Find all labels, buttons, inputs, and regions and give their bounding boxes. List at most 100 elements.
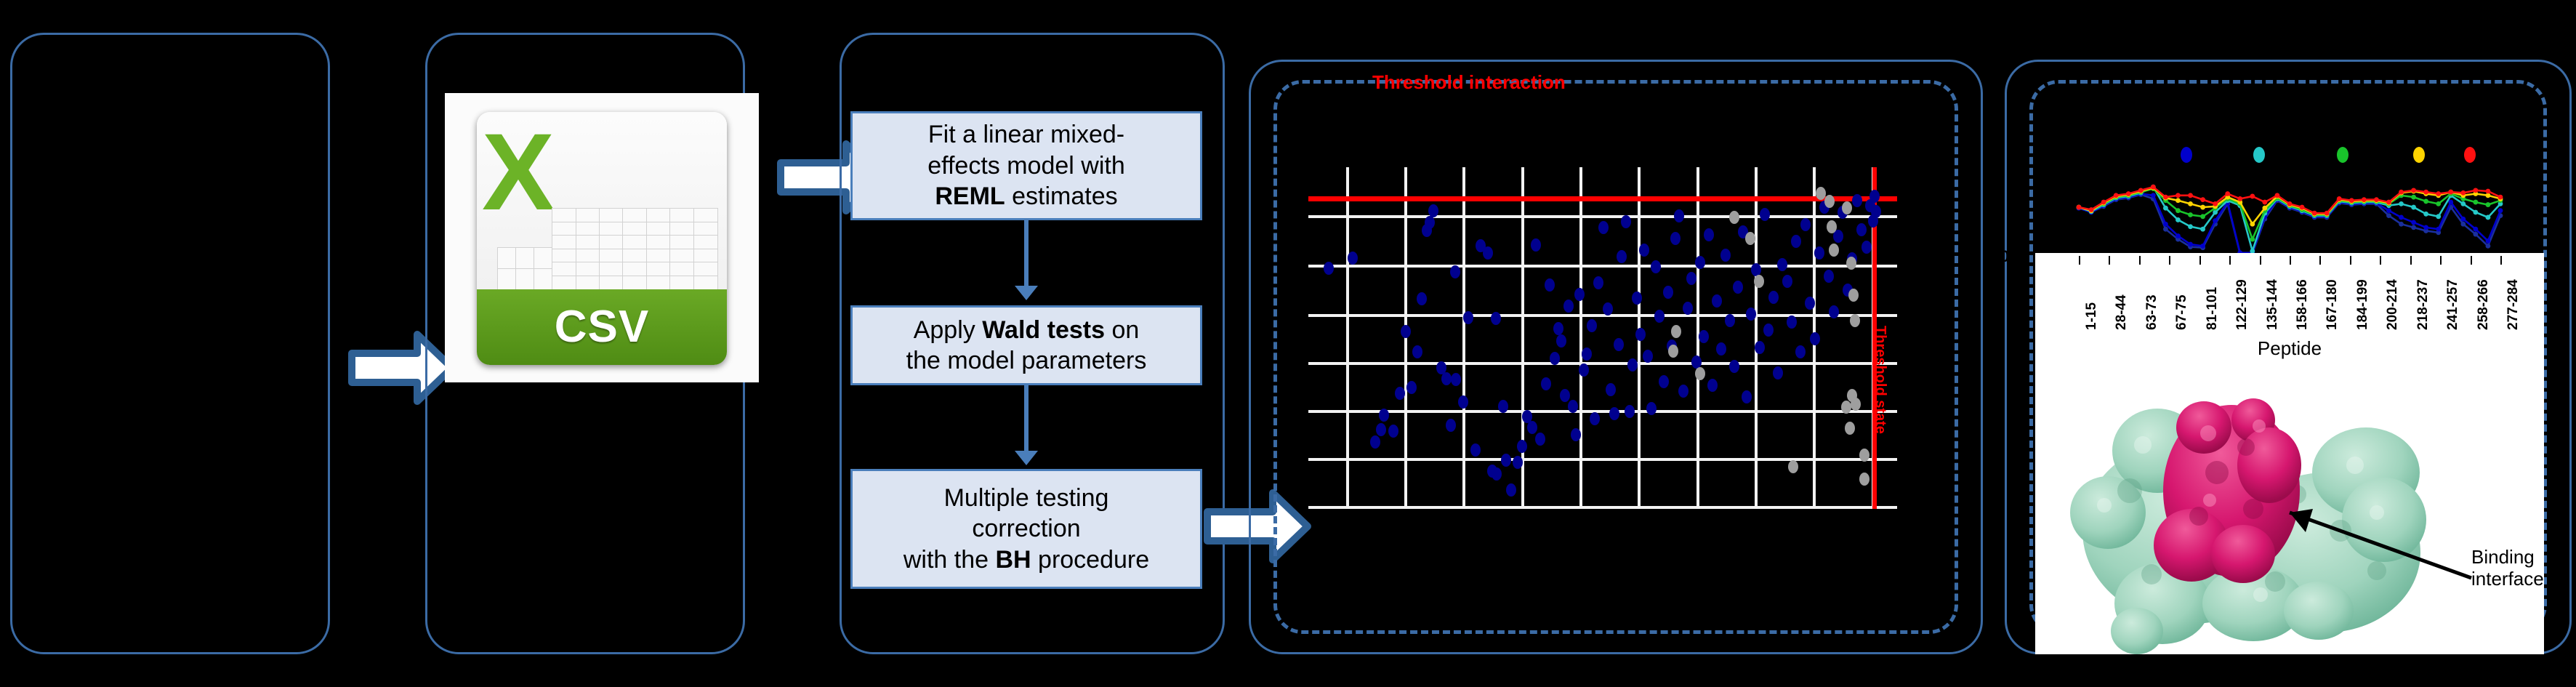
scatter-point (1388, 424, 1399, 438)
scatter-point (1805, 297, 1816, 310)
scatter-point (1586, 318, 1597, 332)
peptide-series-marker (2361, 197, 2367, 202)
peptide-axis-label: 158-166 (2295, 279, 2310, 330)
scatter-point (1347, 251, 1358, 265)
scatter-point (1768, 290, 1779, 304)
scatter-point (1733, 280, 1744, 294)
scatter-point (1412, 345, 1422, 358)
peptide-axis-tick (2440, 256, 2442, 265)
scatter-point (1646, 401, 1657, 415)
peptide-axis-tick (2380, 256, 2382, 265)
peptide-series-marker (2399, 221, 2404, 227)
scatter-point (1787, 316, 1797, 329)
scatter-point (1563, 300, 1574, 313)
scatter-point (1686, 272, 1697, 286)
multiple-testing-box: Multiple testing correction with the BH pr… (850, 469, 1202, 589)
scatter-point (1744, 232, 1755, 246)
scatter-point (1462, 310, 1473, 324)
scatter-point (1755, 340, 1766, 354)
scatter-point (1603, 302, 1614, 316)
scatter-point (1324, 261, 1335, 275)
threshold-state-line (1872, 167, 1877, 509)
peptide-series-marker (2460, 201, 2466, 206)
scatter-point (1570, 427, 1581, 441)
peptide-series-marker (2262, 205, 2268, 211)
scatter-point (1851, 398, 1861, 411)
scatter-point (1635, 328, 1646, 342)
wald-tests-box: Apply Wald tests on the model parameters (850, 305, 1202, 385)
scatter-point (1638, 243, 1649, 257)
modeling-panel (840, 33, 1225, 654)
scatter-point (1800, 218, 1811, 232)
scatter-point (1824, 269, 1835, 283)
peptide-series-marker (2188, 224, 2193, 230)
peptide-series-marker (2175, 198, 2181, 204)
scatter-point (1643, 350, 1654, 363)
arrow-model-to-results (1203, 486, 1312, 567)
wald-tests-text: Apply Wald tests on the model parameters (906, 316, 1147, 375)
scatter-point (1763, 323, 1774, 337)
peptide-series-marker (2374, 197, 2379, 202)
scatter-point (1492, 467, 1502, 481)
peptide-series-marker (2399, 201, 2404, 206)
scatter-point (1848, 289, 1859, 302)
csv-badge: CSV (477, 289, 727, 365)
peptide-legend-dot (2413, 147, 2425, 163)
peptide-series-marker (2399, 214, 2404, 220)
peptide-series-marker (2101, 199, 2106, 205)
scatter-point (1506, 483, 1517, 497)
peptide-series-svg (2076, 184, 2503, 254)
scatter-point (1668, 344, 1679, 358)
peptide-series-marker (2163, 205, 2168, 211)
peptide-series-marker (2200, 204, 2205, 210)
scatter-point (1861, 241, 1872, 254)
scatter-point (1841, 400, 1852, 414)
scatter-point (1436, 361, 1447, 375)
peptide-series-marker (2399, 189, 2404, 195)
scatter-point (1627, 358, 1638, 371)
threshold-state-label: Threshold state (1872, 326, 1888, 434)
fit-model-text: Fit a linear mixed-effects model with REM… (927, 121, 1125, 211)
volcano-scatter-plot (1308, 167, 1897, 509)
scatter-point (1616, 249, 1627, 263)
peptide-series-marker (2299, 204, 2305, 210)
peptide-series-marker (2448, 189, 2454, 195)
scatter-point (1728, 360, 1739, 374)
peptide-series-marker (2188, 241, 2193, 247)
peptide-series-marker (2448, 199, 2454, 205)
peptide-series-marker (2076, 204, 2082, 210)
peptide-series-marker (2213, 201, 2218, 206)
peptide-axis-label: 258-266 (2475, 279, 2491, 330)
peptide-series-marker (2423, 189, 2429, 195)
scatter-point (1613, 337, 1624, 351)
spreadsheet-grid (496, 208, 718, 291)
scatter-point (1428, 204, 1438, 218)
scatter-point (1553, 321, 1564, 335)
peptide-series-marker (2460, 190, 2466, 196)
peptide-series-marker (2473, 209, 2479, 215)
csv-file-icon: X (477, 112, 727, 365)
scatter-point (1662, 285, 1673, 299)
scatter-point (1424, 216, 1435, 230)
peptide-axis-label: 184-199 (2354, 279, 2370, 330)
scatter-point (1724, 313, 1735, 327)
peptide-uptake-chart (2035, 145, 2544, 254)
scatter-point (1856, 222, 1867, 236)
peptide-series-marker (2188, 212, 2193, 217)
peptide-series-marker (2348, 198, 2354, 204)
peptide-axis-label: 122-129 (2234, 279, 2250, 330)
csv-badge-label: CSV (554, 302, 650, 353)
peptide-series-marker (2436, 191, 2442, 196)
peptide-legend-dot (2337, 147, 2348, 163)
scatter-point (1846, 257, 1856, 270)
peptide-axis-tick (2500, 256, 2502, 265)
peptide-series-marker (2485, 193, 2491, 198)
peptide-series-marker (2237, 196, 2243, 201)
peptide-series-marker (2175, 217, 2181, 222)
peptide-series-marker (2200, 244, 2205, 249)
peptide-y-tick-label: 0.0 (2000, 247, 2023, 265)
peptide-series-marker (2250, 236, 2255, 242)
peptide-axis-label: 241-257 (2445, 279, 2461, 330)
scatter-point (1746, 307, 1757, 321)
peptide-series-marker (2485, 188, 2491, 194)
